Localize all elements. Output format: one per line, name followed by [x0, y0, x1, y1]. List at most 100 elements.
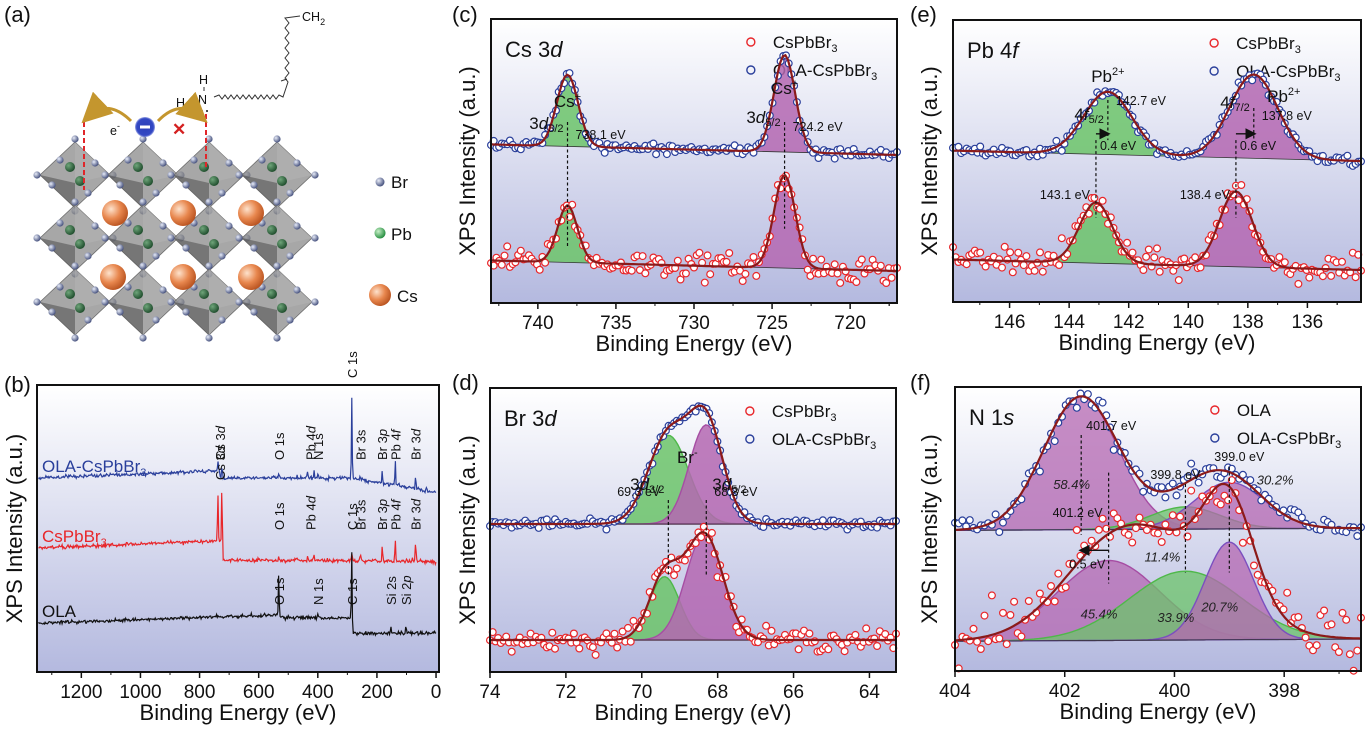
series-ola-cspbbr3: 58.4% 11.4% 30.2%	[950, 389, 1365, 564]
data-point	[1275, 253, 1284, 262]
orbital-label-sub: 5/2	[765, 117, 780, 129]
octahedron-face	[242, 238, 277, 271]
br-atom-icon	[124, 156, 132, 164]
br-atom-icon	[293, 222, 301, 230]
br-atom-icon	[286, 189, 294, 197]
data-point	[516, 246, 525, 255]
energy-label: 69.3 eV	[617, 485, 661, 499]
component-percentage: 33.9%	[1157, 610, 1194, 625]
x-tick-label: 68	[707, 682, 728, 703]
br-atom-icon	[116, 181, 124, 189]
data-point	[1139, 487, 1148, 496]
ion-label: Cs+	[554, 91, 581, 111]
br-atom-icon	[48, 308, 56, 316]
octahedron-face	[108, 175, 143, 208]
br-atom-icon	[205, 198, 213, 206]
data-point	[1030, 266, 1039, 275]
data-point	[882, 279, 891, 288]
legend-label-br: Br	[391, 173, 408, 192]
br-atom-icon	[139, 135, 147, 143]
data-point	[1052, 136, 1061, 145]
data-point	[965, 516, 974, 525]
orbital-label-orbital: f	[1230, 93, 1237, 112]
peak-label: Si 2s	[384, 576, 399, 605]
pb-atom-icon	[199, 289, 209, 299]
peak-label: Br 3s	[353, 429, 368, 460]
orbital-label: 3d5/2	[712, 475, 746, 496]
br-atom-icon	[71, 135, 79, 143]
br-atom-icon	[152, 316, 160, 324]
data-point	[1094, 525, 1103, 534]
data-point	[1035, 589, 1044, 598]
data-point	[600, 148, 609, 157]
br-atom-icon	[293, 286, 301, 294]
orbital-label-num: 4	[1220, 93, 1229, 112]
data-point	[1006, 610, 1015, 619]
octahedron-face	[242, 175, 277, 208]
legend-label-pb: Pb	[391, 225, 412, 244]
panel-label-d: (d)	[452, 370, 479, 395]
legend-label-main: OLA-CsPbBr	[1237, 429, 1336, 448]
data-point	[1190, 468, 1199, 477]
component-percentage: 45.4%	[1081, 606, 1118, 621]
ion-label-sup: +	[792, 78, 798, 90]
br-atom-icon	[218, 252, 226, 260]
data-point	[1161, 520, 1170, 529]
br-atom-icon	[101, 171, 109, 179]
series-label-cspbbr3: CsPbBr3	[42, 527, 107, 549]
peak-label-element: O	[272, 516, 287, 530]
data-point	[1022, 252, 1031, 261]
component-percentage: 30.2%	[1257, 473, 1294, 488]
data-point	[1337, 257, 1346, 266]
data-point	[876, 261, 885, 270]
data-point	[1312, 641, 1321, 650]
x-tick-label: 144	[1053, 312, 1085, 333]
peak-label: Pb 4d	[304, 495, 319, 530]
br-atom-icon	[205, 135, 213, 143]
x-tick-label: 740	[522, 313, 554, 334]
data-point	[1035, 467, 1044, 476]
pb-atom-icon	[199, 225, 209, 235]
data-point	[641, 269, 650, 278]
data-point	[627, 266, 636, 275]
data-point	[836, 278, 845, 287]
x-tick-label: 140	[1172, 312, 1204, 333]
data-point	[613, 643, 622, 652]
energy-label-lower: 138.4 eV	[1180, 188, 1231, 202]
core-level-title: Pb 4f	[967, 38, 1021, 63]
x-tick-label: 1000	[119, 682, 161, 703]
legend-label-cspbbr3: CsPbBr3	[772, 402, 837, 424]
data-point	[1334, 647, 1343, 656]
data-point	[1061, 583, 1070, 592]
y-axis-title: XPS Intensity (a.u.)	[917, 434, 942, 624]
peak-label-element: Br	[409, 443, 424, 460]
x-tick-label: 402	[1049, 681, 1081, 702]
data-point	[1135, 513, 1144, 522]
br-atom-icon	[101, 234, 109, 242]
peak-label-element: Br	[375, 513, 390, 530]
pb-atom-icon	[75, 239, 85, 249]
orbital-label-num: 3	[630, 475, 639, 494]
data-point	[1305, 273, 1314, 282]
octahedron	[235, 262, 319, 342]
peak-label: Cs 3d	[213, 445, 228, 480]
peak-label: C 1s	[345, 503, 360, 530]
peak-label-element: C	[345, 592, 360, 605]
peak-label-element: Pb	[388, 440, 403, 460]
data-point	[749, 253, 758, 262]
br-atom-icon	[205, 262, 213, 270]
peak-label-orbital: p	[375, 499, 390, 507]
data-point	[649, 139, 658, 148]
title-orbital: f	[1012, 38, 1021, 63]
legend: OLA OLA-CsPbBr3	[1210, 401, 1341, 451]
energy-label-lower: 143.1 eV	[1040, 188, 1091, 202]
br-atom-icon	[84, 252, 92, 260]
ion-label-sup: +	[575, 91, 581, 103]
br-atom-icon	[71, 262, 79, 270]
peak-label-orbital: s	[345, 503, 360, 510]
lone-pair-dot	[201, 110, 203, 112]
data-point	[623, 623, 632, 632]
pb-atom-icon	[65, 162, 75, 172]
peak-label: C 1s	[345, 578, 360, 605]
